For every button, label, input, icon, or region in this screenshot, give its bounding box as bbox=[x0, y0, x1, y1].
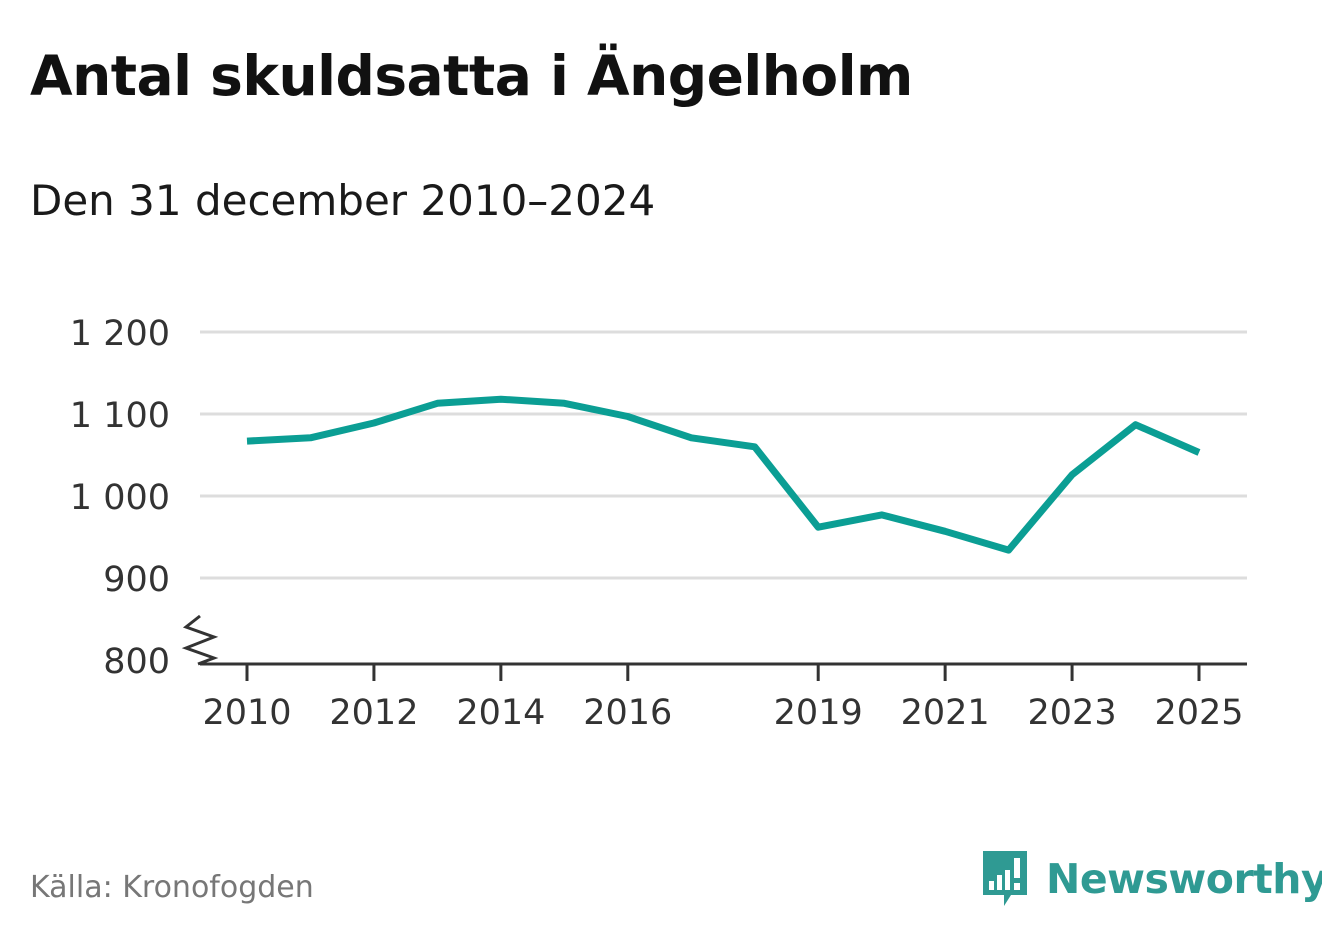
gridlines bbox=[200, 332, 1247, 578]
brand-name: Newsworthy bbox=[1046, 855, 1322, 903]
y-tick-label: 800 bbox=[103, 642, 170, 682]
y-tick-label: 1 000 bbox=[70, 478, 170, 518]
x-tick-label: 2023 bbox=[1028, 693, 1117, 733]
newsworthy-logo-icon bbox=[980, 848, 1030, 910]
x-tick-label: 2021 bbox=[901, 693, 990, 733]
series-line-0 bbox=[247, 399, 1199, 550]
x-axis: 2010 2012 2014 2016 2019 2021 2023 2025 bbox=[200, 664, 1247, 733]
x-tick-label: 2012 bbox=[329, 693, 418, 733]
y-tick-label: 1 200 bbox=[70, 314, 170, 354]
x-tick-label: 2019 bbox=[774, 693, 863, 733]
y-tick-label: 900 bbox=[103, 560, 170, 600]
data-series bbox=[247, 399, 1199, 550]
x-tick-label: 2014 bbox=[456, 693, 545, 733]
x-tick-label: 2025 bbox=[1154, 693, 1243, 733]
x-tick-label: 2016 bbox=[583, 693, 672, 733]
x-tick-label: 2010 bbox=[202, 693, 291, 733]
brand-logo: Newsworthy bbox=[980, 848, 1322, 910]
y-tick-label: 1 100 bbox=[70, 396, 170, 436]
y-axis-break-icon bbox=[186, 616, 214, 664]
y-axis: 800 900 1 000 1 100 1 200 bbox=[70, 314, 214, 682]
line-chart: 8009001 0001 1001 200 2010 2012 2014 2016 20… bbox=[0, 0, 1322, 939]
source-note: Källa: Kronofogden bbox=[30, 870, 314, 905]
